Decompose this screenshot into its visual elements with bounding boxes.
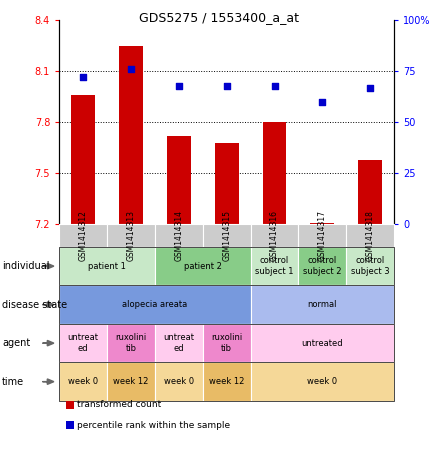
- Text: ruxolini
tib: ruxolini tib: [211, 333, 242, 353]
- Text: individual: individual: [2, 261, 49, 271]
- Text: control
subject 2: control subject 2: [303, 256, 342, 276]
- Text: week 12: week 12: [113, 377, 148, 386]
- Text: agent: agent: [2, 338, 30, 348]
- Text: week 0: week 0: [68, 377, 98, 386]
- Text: ruxolini
tib: ruxolini tib: [115, 333, 147, 353]
- Text: week 0: week 0: [307, 377, 337, 386]
- Bar: [215, 143, 239, 224]
- Text: alopecia areata: alopecia areata: [122, 300, 187, 309]
- Text: untreat
ed: untreat ed: [163, 333, 194, 353]
- Bar: [358, 160, 382, 224]
- Text: transformed count: transformed count: [77, 400, 161, 410]
- Point: [223, 82, 230, 89]
- Text: patient 1: patient 1: [88, 262, 126, 270]
- Text: GSM1414314: GSM1414314: [174, 210, 183, 261]
- Text: GSM1414312: GSM1414312: [78, 210, 88, 261]
- Bar: [167, 136, 191, 224]
- Text: disease state: disease state: [2, 299, 67, 310]
- Text: GSM1414315: GSM1414315: [222, 210, 231, 261]
- Point: [367, 84, 374, 91]
- Bar: [311, 222, 334, 224]
- Point: [80, 74, 87, 81]
- Text: time: time: [2, 376, 25, 387]
- Text: control
subject 1: control subject 1: [255, 256, 294, 276]
- Text: GSM1414318: GSM1414318: [366, 210, 375, 261]
- Text: week 0: week 0: [164, 377, 194, 386]
- Text: percentile rank within the sample: percentile rank within the sample: [77, 421, 230, 430]
- Text: GSM1414317: GSM1414317: [318, 210, 327, 261]
- Bar: [262, 122, 286, 224]
- Bar: [71, 95, 95, 224]
- Text: untreat
ed: untreat ed: [67, 333, 99, 353]
- Text: patient 2: patient 2: [184, 262, 222, 270]
- Bar: [119, 46, 143, 224]
- Text: week 12: week 12: [209, 377, 244, 386]
- Point: [319, 98, 326, 106]
- Text: GDS5275 / 1553400_a_at: GDS5275 / 1553400_a_at: [139, 11, 299, 24]
- Point: [175, 82, 182, 89]
- Text: GSM1414316: GSM1414316: [270, 210, 279, 261]
- Point: [271, 82, 278, 89]
- Text: GSM1414313: GSM1414313: [127, 210, 135, 261]
- Text: control
subject 3: control subject 3: [351, 256, 389, 276]
- Point: [127, 66, 134, 73]
- Text: untreated: untreated: [302, 339, 343, 347]
- Text: normal: normal: [307, 300, 337, 309]
